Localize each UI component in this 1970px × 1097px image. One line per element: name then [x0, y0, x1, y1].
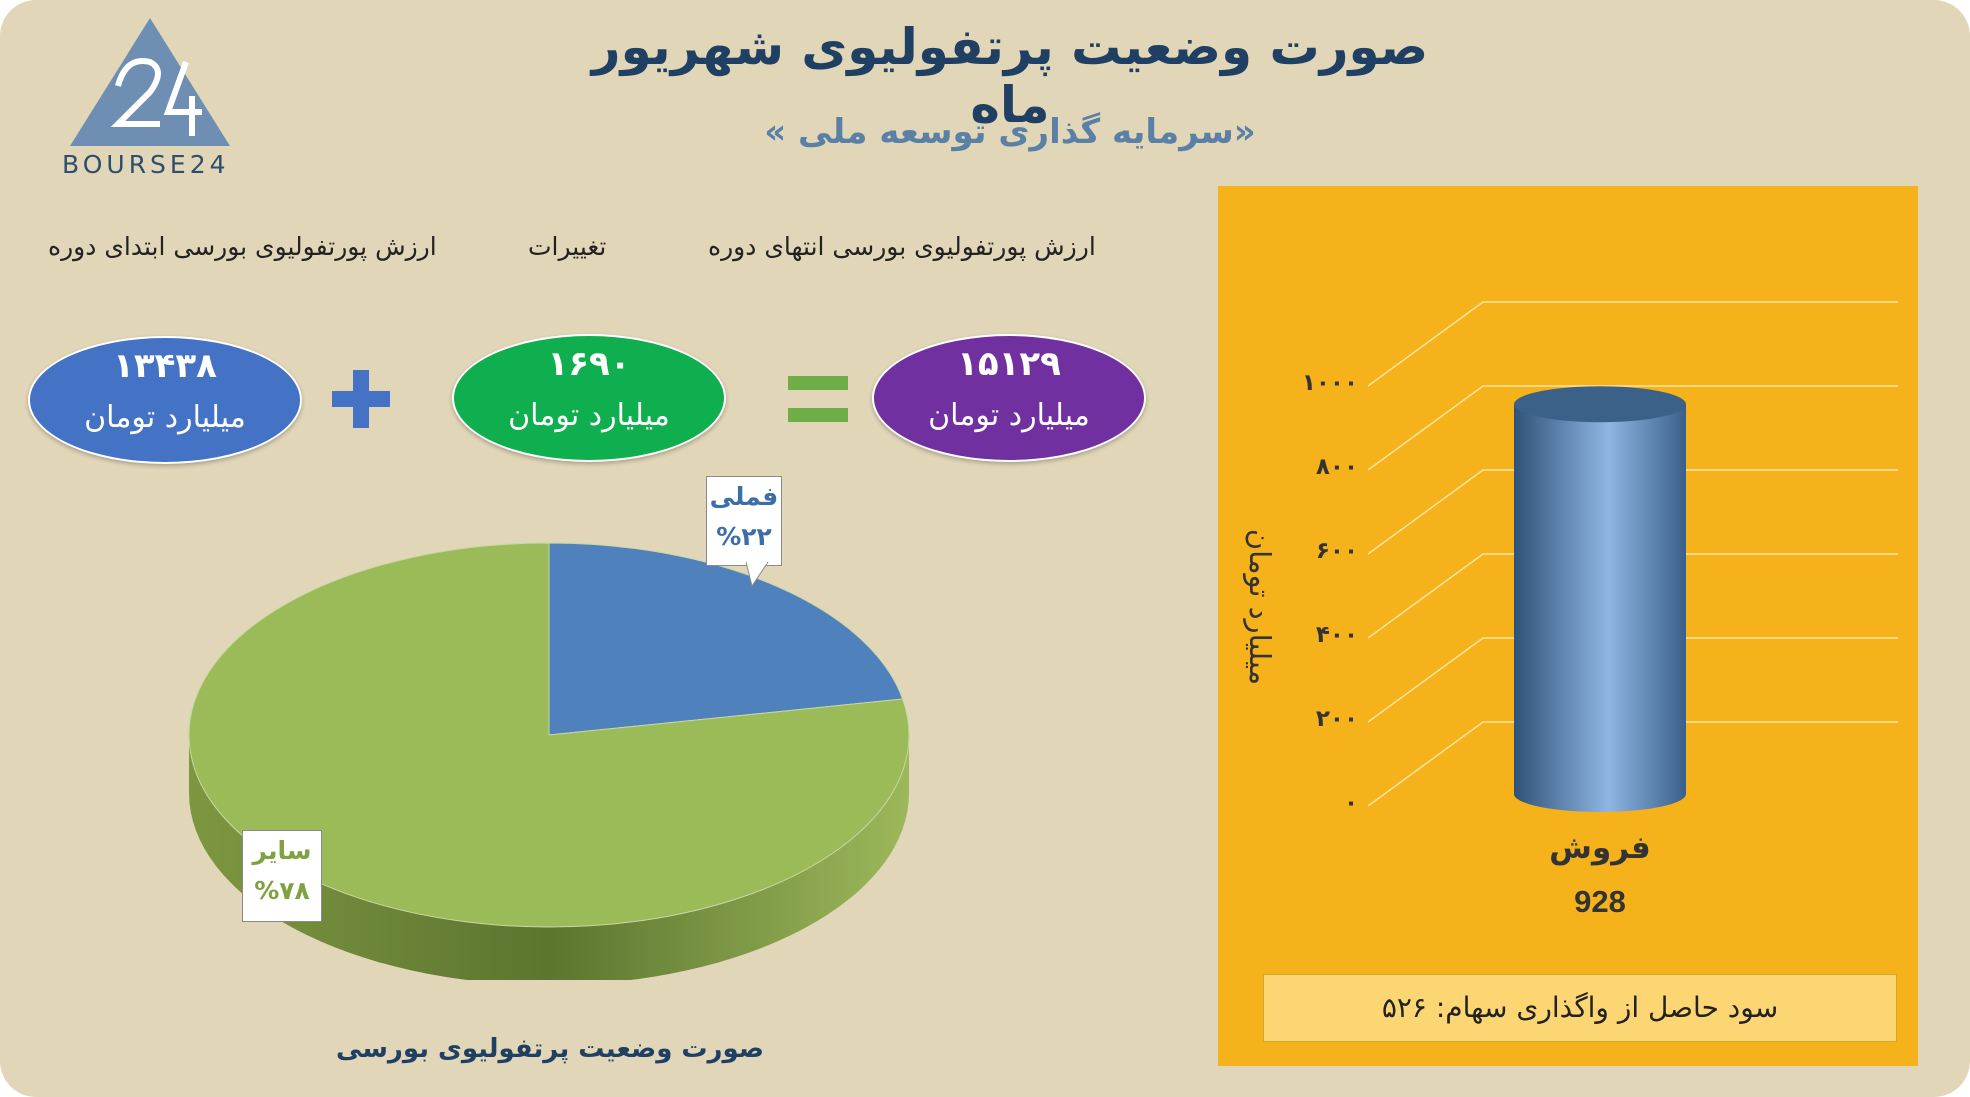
y-tick-label: ۱۰۰۰ — [1301, 370, 1358, 396]
start-value-header: ارزش پورتفولیوی بورسی ابتدای دوره — [48, 232, 437, 261]
pie-label-famli: فملی %۲۲ — [706, 476, 782, 566]
y-tick-label: ۰ — [1343, 790, 1358, 816]
page-subtitle: «سرمایه گذاری توسعه ملی » — [764, 112, 1256, 152]
y-axis-label: میلیارد تومان — [1243, 528, 1277, 686]
pie-label-other-name: سایر — [252, 836, 312, 865]
bar-category-label: فروش — [1549, 830, 1651, 866]
grid-line-diagonal — [1367, 469, 1484, 555]
change-header: تغییرات — [528, 232, 607, 261]
bar-chart — [1367, 301, 1898, 812]
y-tick-label: ۴۰۰ — [1315, 622, 1358, 648]
end-value-oval: ۱۵۱۲۹ میلیارد تومان — [872, 334, 1146, 462]
pie-label-famli-name: فملی — [709, 482, 779, 511]
end-value: ۱۵۱۲۹ — [957, 344, 1061, 384]
y-tick-label: ۶۰۰ — [1315, 538, 1358, 564]
start-value-oval: ۱۳۴۳۸ میلیارد تومان — [28, 336, 302, 464]
change-value: ۱۶۹۰ — [547, 344, 631, 384]
profit-note: سود حاصل از واگذاری سهام: ۵۲۶ — [1263, 974, 1897, 1042]
pie-chart — [188, 542, 910, 980]
logo-text: BOURSE24 — [62, 150, 230, 179]
change-value-unit: میلیارد تومان — [508, 398, 670, 433]
y-tick-label: ۲۰۰ — [1315, 706, 1358, 732]
callout-pointer — [746, 562, 769, 588]
bourse24-logo — [70, 18, 230, 146]
end-value-header: ارزش پورتفولیوی بورسی انتهای دوره — [708, 232, 1096, 261]
pie-side — [189, 735, 909, 980]
change-value-oval: ۱۶۹۰ میلیارد تومان — [452, 334, 726, 462]
grid-line-diagonal — [1367, 637, 1484, 723]
plus-icon — [332, 370, 390, 428]
bar-value-label: 928 — [1574, 884, 1626, 919]
bar-sales-top — [1514, 386, 1686, 423]
pie-label-famli-value: %۲۲ — [716, 522, 772, 551]
grid-line-diagonal — [1367, 385, 1484, 471]
start-value-unit: میلیارد تومان — [84, 400, 246, 435]
grid-line-diagonal — [1367, 553, 1484, 639]
grid-line-diagonal — [1367, 721, 1484, 807]
equals-icon — [788, 376, 848, 422]
pie-label-other-value: %۷۸ — [254, 876, 310, 905]
grid-line-diagonal — [1367, 301, 1484, 387]
bar-sales — [1514, 404, 1686, 812]
y-tick-label: ۸۰۰ — [1315, 454, 1358, 480]
pie-slice — [548, 542, 904, 736]
pie-chart-title: صورت وضعیت پرتفولیوی بورسی — [336, 1034, 764, 1064]
start-value: ۱۳۴۳۸ — [113, 346, 217, 386]
page-title: صورت وضعیت پرتفولیوی شهریور ماه — [591, 18, 1429, 134]
end-value-unit: میلیارد تومان — [928, 398, 1090, 433]
pie-label-other: سایر %۷۸ — [242, 830, 322, 922]
